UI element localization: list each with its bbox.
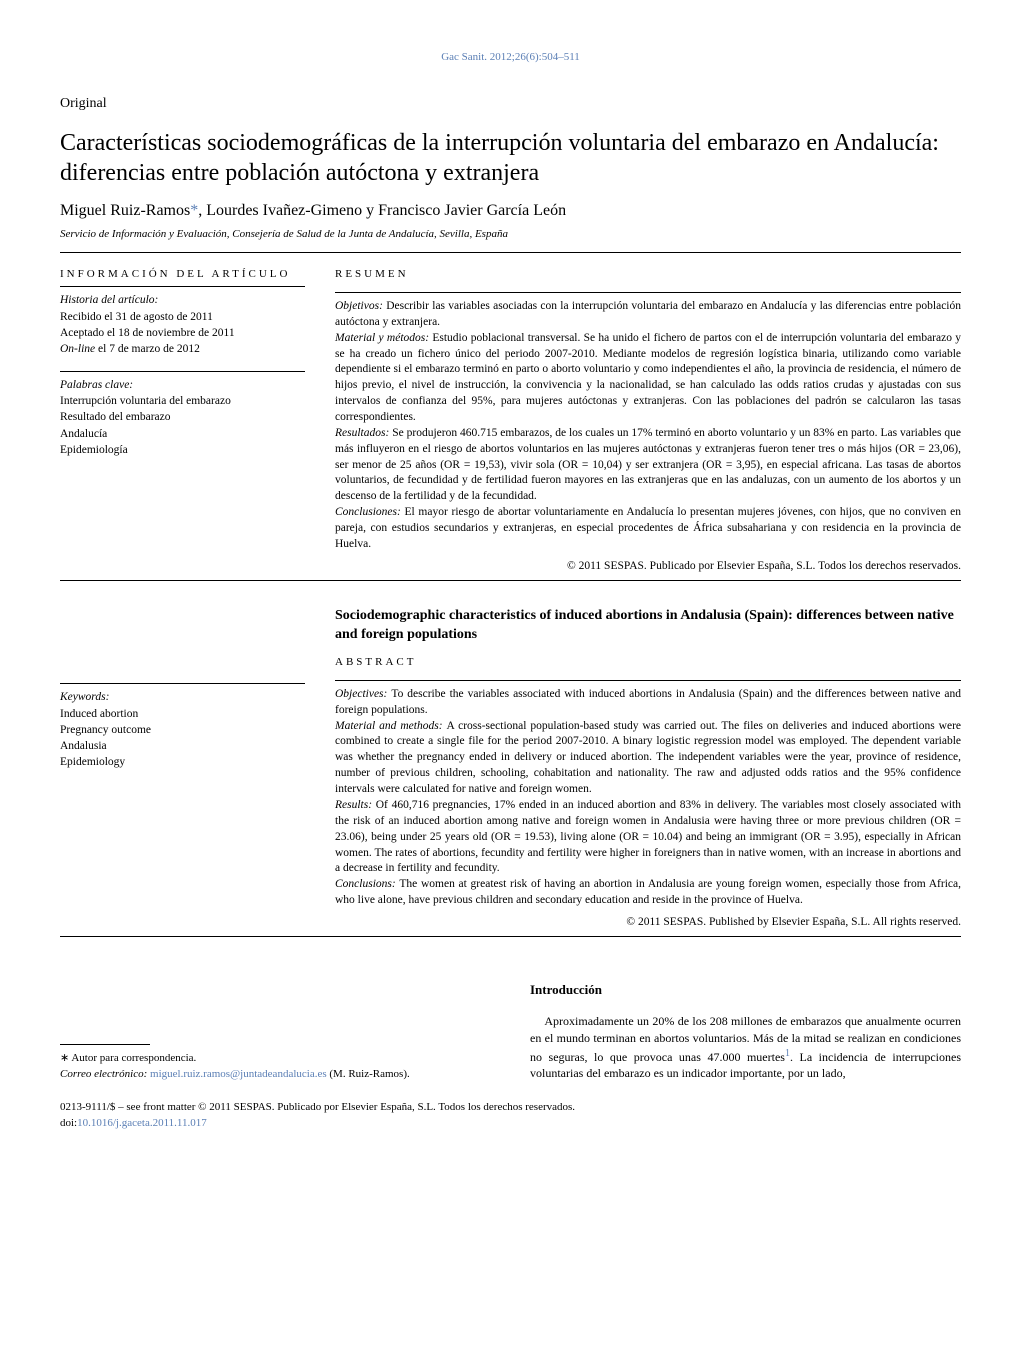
abstract-body: Objectives: To describe the variables as… — [335, 687, 961, 909]
history-online: On-line el 7 de marzo de 2012 — [60, 341, 305, 357]
keywords-en-label: Keywords: — [60, 690, 305, 706]
abstract-column: Sociodemographic characteristics of indu… — [335, 591, 961, 930]
keywords-es-label: Palabras clave: — [60, 378, 305, 394]
info-heading: información del artículo — [60, 267, 305, 282]
keyword: Pregnancy outcome — [60, 722, 305, 738]
keyword: Andalucía — [60, 426, 305, 442]
copyright-es: © 2011 SESPAS. Publicado por Elsevier Es… — [335, 559, 961, 575]
resumen-column: resumen Objetivos: Describir las variabl… — [335, 267, 961, 574]
email-suffix: (M. Ruiz-Ramos). — [327, 1068, 410, 1080]
objetivos-text: Describir las variables asociadas con la… — [335, 300, 961, 328]
keywords-en: Keywords: Induced abortion Pregnancy out… — [60, 690, 305, 770]
bottom-section: ∗ Autor para correspondencia. Correo ele… — [60, 947, 961, 1082]
keywords-es: Palabras clave: Interrupción voluntaria … — [60, 378, 305, 458]
intro-paragraph: Aproximadamente un 20% de los 208 millon… — [530, 1013, 961, 1082]
keywords-en-sidebar: Keywords: Induced abortion Pregnancy out… — [60, 591, 305, 930]
keyword: Epidemiology — [60, 754, 305, 770]
article-title: Características sociodemográficas de la … — [60, 128, 961, 188]
affiliation: Servicio de Información y Evaluación, Co… — [60, 227, 961, 242]
footnote-rule — [60, 1044, 150, 1045]
article-history: Historia del artículo: Recibido el 31 de… — [60, 293, 305, 357]
divider — [60, 580, 961, 581]
history-received: Recibido el 31 de agosto de 2011 — [60, 309, 305, 325]
objetivos-label: Objetivos: — [335, 300, 386, 312]
conclusions-label: Conclusions: — [335, 878, 399, 890]
article-type-label: Original — [60, 95, 961, 114]
copyright-en: © 2011 SESPAS. Published by Elsevier Esp… — [335, 915, 961, 931]
divider — [60, 286, 305, 287]
resultados-label: Resultados: — [335, 427, 392, 439]
resultados-text: Se produjeron 460.715 embarazos, de los … — [335, 427, 961, 502]
abstract-heading: abstract — [335, 655, 961, 670]
divider — [60, 936, 961, 937]
objectives-label: Objectives: — [335, 688, 391, 700]
email-label: Correo electrónico: — [60, 1068, 150, 1080]
conclusiones-text: El mayor riesgo de abortar voluntariamen… — [335, 506, 961, 550]
intro-heading: Introducción — [530, 981, 961, 999]
doi-link[interactable]: 10.1016/j.gaceta.2011.11.017 — [77, 1117, 207, 1129]
author-primary: Miguel Ruiz-Ramos — [60, 202, 190, 219]
corresponding-footnote: ∗ Autor para correspondencia. Correo ele… — [60, 1051, 500, 1082]
divider — [60, 683, 305, 684]
english-block: Keywords: Induced abortion Pregnancy out… — [60, 591, 961, 930]
keyword: Epidemiología — [60, 442, 305, 458]
keyword: Induced abortion — [60, 706, 305, 722]
article-info-sidebar: información del artículo Historia del ar… — [60, 267, 305, 574]
intro-column: Introducción Aproximadamente un 20% de l… — [530, 947, 961, 1082]
divider — [60, 371, 305, 372]
english-title: Sociodemographic characteristics of indu… — [335, 607, 961, 645]
resumen-body: Objetivos: Describir las variables asoci… — [335, 299, 961, 553]
corresponding-label: ∗ Autor para correspondencia. — [60, 1051, 500, 1066]
keyword: Resultado del embarazo — [60, 409, 305, 425]
journal-reference[interactable]: Gac Sanit. 2012;26(6):504–511 — [60, 50, 961, 65]
material-label: Material y métodos: — [335, 332, 432, 344]
material-text: Estudio poblacional transversal. Se ha u… — [335, 332, 961, 423]
objectives-text: To describe the variables associated wit… — [335, 688, 961, 716]
front-matter-line: 0213-9111/$ – see front matter © 2011 SE… — [60, 1100, 961, 1115]
divider — [60, 252, 961, 253]
methods-label: Material and methods: — [335, 720, 446, 732]
keyword: Interrupción voluntaria del embarazo — [60, 393, 305, 409]
author-email[interactable]: miguel.ruiz.ramos@juntadeandalucia.es — [150, 1068, 327, 1080]
authors-rest: , Lourdes Ivañez-Gimeno y Francisco Javi… — [198, 202, 566, 219]
footnote-column: ∗ Autor para correspondencia. Correo ele… — [60, 1014, 500, 1082]
authors: Miguel Ruiz-Ramos*, Lourdes Ivañez-Gimen… — [60, 200, 961, 222]
keyword: Andalusia — [60, 738, 305, 754]
conclusions-text: The women at greatest risk of having an … — [335, 878, 961, 906]
divider — [335, 680, 961, 681]
results-label: Results: — [335, 799, 376, 811]
divider — [335, 292, 961, 293]
conclusiones-label: Conclusiones: — [335, 506, 405, 518]
spanish-block: información del artículo Historia del ar… — [60, 267, 961, 574]
results-text: Of 460,716 pregnancies, 17% ended in an … — [335, 799, 961, 874]
history-accepted: Aceptado el 18 de noviembre de 2011 — [60, 325, 305, 341]
bottom-matter: 0213-9111/$ – see front matter © 2011 SE… — [60, 1100, 961, 1131]
resumen-heading: resumen — [335, 267, 961, 282]
doi-label: doi: — [60, 1117, 77, 1129]
history-label: Historia del artículo: — [60, 293, 305, 309]
